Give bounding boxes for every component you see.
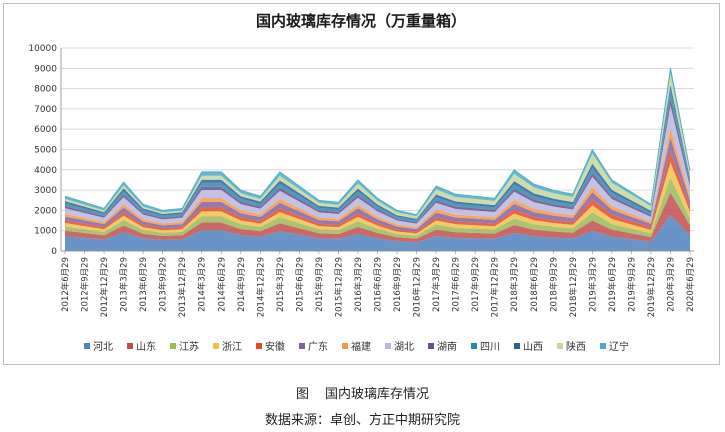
y-tick-label: 7000: [34, 105, 57, 115]
x-axis: 2012年6月29 2012年9月29 2012年12月29 2013年3月29 201…: [60, 250, 696, 317]
legend-label: 辽宁: [609, 340, 629, 353]
x-tick-label: 2014年9月29: [236, 257, 247, 312]
legend-swatch: [342, 343, 348, 349]
x-tick-label: 2013年12月29: [177, 257, 188, 317]
chart-title: 国内玻璃库存情况（万重量箱）: [256, 12, 466, 30]
series-area: [65, 192, 690, 243]
x-tick-label: 2016年3月29: [353, 257, 364, 312]
figure-title: 国内玻璃库存情况: [325, 387, 430, 402]
series-area: [65, 177, 690, 239]
x-tick-label: 2019年9月29: [626, 257, 637, 312]
figure-label: 图: [295, 387, 309, 402]
y-tick-label: 10000: [28, 44, 57, 54]
legend-label: 四川: [480, 342, 500, 353]
x-tick-label: 2017年3月29: [431, 257, 442, 312]
x-tick-label: 2019年6月29: [607, 257, 618, 312]
legend-swatch: [600, 343, 606, 349]
x-tick-label: 2013年9月29: [158, 257, 169, 312]
legend-swatch: [127, 343, 133, 349]
y-tick-label: 8000: [34, 85, 57, 95]
data-source: 数据来源：卓创、方正中期研究院: [264, 413, 460, 428]
legend-label: 湖北: [394, 341, 414, 353]
series-area: [65, 105, 690, 228]
x-tick-label: 2012年12月29: [99, 257, 110, 317]
legend-swatch: [428, 343, 434, 349]
figure-caption: 图 国内玻璃库存情况: [0, 383, 725, 402]
legend-label: 陕西: [566, 340, 586, 353]
legend-label: 福建: [351, 340, 371, 353]
x-tick-label: 2018年6月29: [529, 257, 540, 312]
legend-swatch: [84, 343, 90, 349]
x-tick-label: 2016年12月29: [412, 257, 423, 317]
legend-label: 江苏: [179, 340, 199, 353]
legend-swatch: [213, 343, 219, 349]
x-tick-label: 2015年6月29: [294, 257, 305, 312]
y-tick-label: 6000: [34, 125, 57, 135]
x-tick-label: 2013年6月29: [138, 257, 149, 312]
x-tick-label: 2020年3月29: [665, 257, 676, 312]
legend: 河北 山东 江苏 浙江 安徽 广东 福建 湖北 湖南 四川 山西 陕西 辽宁: [84, 340, 629, 353]
x-tick-label: 2013年3月29: [119, 257, 130, 312]
legend-label: 湖南: [437, 340, 457, 353]
x-tick-label: 2020年6月29: [685, 257, 696, 312]
series-areas: [64, 67, 691, 251]
y-tick-label: 1000: [34, 227, 57, 237]
x-tick-label: 2014年6月29: [216, 257, 227, 312]
x-tick-label: 2019年12月29: [646, 257, 657, 317]
x-tick-label: 2015年9月29: [314, 257, 325, 312]
x-tick-label: 2014年3月29: [197, 257, 208, 312]
legend-swatch: [256, 343, 262, 349]
y-tick-label: 5000: [34, 146, 57, 156]
legend-label: 河北: [93, 341, 113, 353]
legend-swatch: [557, 343, 563, 349]
legend-swatch: [299, 343, 305, 349]
y-tick-label: 0: [51, 247, 57, 257]
x-tick-label: 2019年3月29: [587, 257, 598, 312]
x-tick-label: 2017年12月29: [490, 257, 501, 317]
x-tick-label: 2018年12月29: [568, 257, 579, 317]
y-axis: 0 1000 2000 3000 4000 5000 6000 7000 8000 9000 100…: [28, 44, 62, 257]
legend-swatch: [514, 343, 520, 349]
legend-swatch: [170, 343, 176, 349]
legend-label: 山东: [136, 340, 156, 353]
y-tick-label: 3000: [34, 186, 57, 196]
legend-label: 广东: [308, 340, 328, 353]
legend-label: 安徽: [265, 340, 285, 353]
series-area: [65, 215, 690, 251]
stacked-area-chart: 国内玻璃库存情况（万重量箱） 0 1000 2000 3000 4000 5000 6000…: [28, 12, 696, 353]
total-outline: [64, 67, 691, 215]
x-tick-label: 2015年12月29: [333, 257, 344, 317]
y-tick-label: 2000: [34, 206, 57, 216]
legend-swatch: [471, 343, 477, 349]
chart-frame: 国内玻璃库存情况（万重量箱） 0 1000 2000 3000 4000 5000 6000…: [3, 3, 720, 365]
x-tick-label: 2017年6月29: [451, 257, 462, 312]
x-tick-label: 2018年9月29: [548, 257, 559, 312]
legend-label: 山西: [523, 341, 543, 353]
legend-label: 浙江: [222, 341, 242, 353]
x-tick-label: 2015年3月29: [275, 257, 286, 312]
legend-swatch: [385, 343, 391, 349]
x-tick-label: 2018年3月29: [509, 257, 520, 312]
x-tick-label: 2017年9月29: [470, 257, 481, 312]
x-tick-label: 2012年9月29: [80, 257, 91, 312]
y-tick-label: 4000: [34, 166, 57, 176]
x-tick-label: 2014年12月29: [255, 257, 266, 317]
x-tick-label: 2016年6月29: [373, 257, 384, 312]
x-tick-label: 2012年6月29: [60, 257, 71, 312]
x-tick-label: 2016年9月29: [392, 257, 403, 312]
y-tick-label: 9000: [34, 64, 57, 74]
